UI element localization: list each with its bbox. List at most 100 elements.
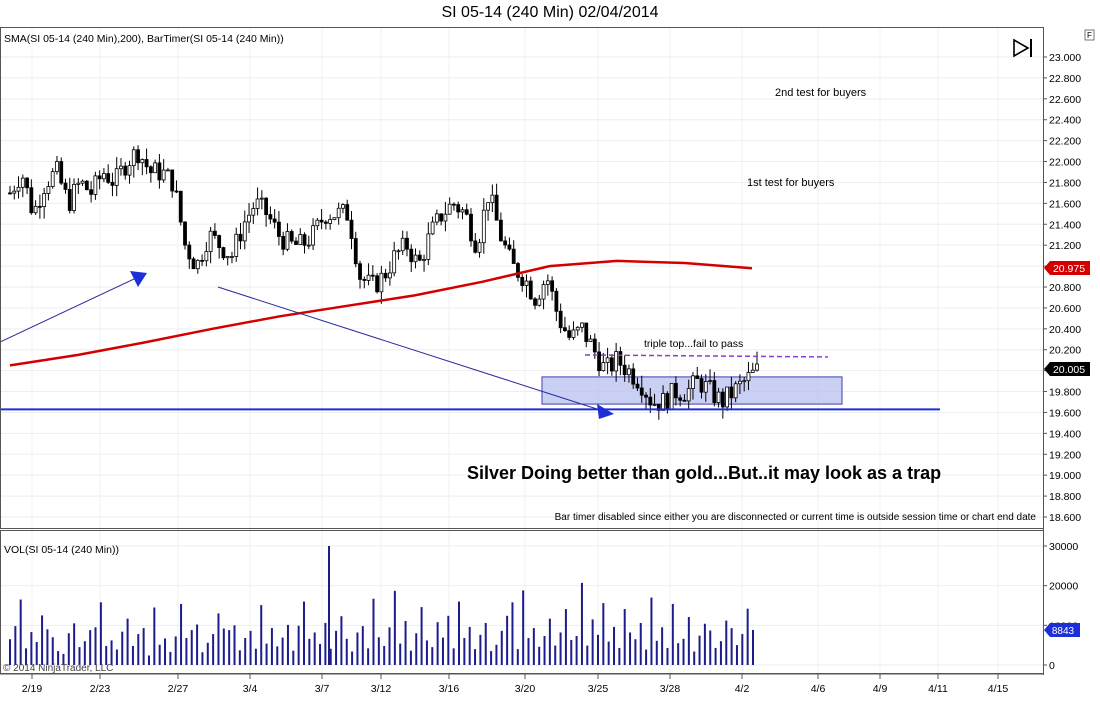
volume-bar (292, 650, 295, 665)
candle-body (302, 234, 307, 246)
volume-bar (51, 637, 54, 665)
time-tick-label: 2/27 (168, 683, 189, 695)
last-price-tag: 20.005 (1044, 362, 1090, 376)
volume-bar (62, 653, 65, 665)
candle-body (639, 387, 644, 396)
candle-body (443, 213, 448, 222)
volume-bar (415, 633, 418, 665)
candle-body (648, 396, 653, 406)
volume-bar (313, 632, 316, 665)
volume-bar (618, 647, 621, 665)
volume-bar (383, 645, 386, 665)
candle-body (507, 244, 512, 250)
candle-body (464, 209, 469, 215)
candle-body (725, 386, 730, 408)
annotation-second-test: 2nd test for buyers (775, 87, 867, 99)
volume-bar (185, 638, 188, 665)
candle-body (750, 369, 755, 373)
candle-body (592, 338, 597, 353)
time-tick-label: 3/12 (371, 683, 392, 695)
candle-body (195, 259, 200, 270)
candle-body (588, 338, 593, 342)
volume-bar (57, 651, 60, 665)
candle-body (29, 187, 34, 214)
volume-bar (356, 632, 359, 665)
candle-body (524, 280, 529, 286)
candle-body (597, 351, 601, 372)
candle-body (618, 351, 623, 366)
candle-body (528, 280, 533, 300)
volume-bar (361, 626, 364, 665)
candle-body (225, 256, 230, 259)
price-tick-label: 19.800 (1049, 387, 1081, 399)
time-tick-label: 4/15 (988, 683, 1009, 695)
volume-bar (666, 647, 669, 665)
volume-bar (254, 648, 257, 665)
candle-body (571, 329, 576, 338)
volume-bar (158, 644, 161, 665)
volume-bar (228, 630, 231, 665)
volume-bar (105, 645, 108, 665)
candle-body (148, 166, 153, 174)
time-tick-label: 2/23 (90, 683, 111, 695)
candle-body (511, 248, 516, 264)
candle-body (358, 263, 362, 280)
volume-panel-frame (0, 530, 1044, 674)
candle-body (315, 219, 320, 227)
volume-bar (329, 648, 332, 665)
candle-body (678, 397, 683, 401)
volume-bar (693, 651, 696, 665)
volume-bar (377, 637, 380, 665)
volume-bar (14, 626, 17, 665)
candle-body (306, 244, 311, 247)
candle-body (469, 213, 473, 242)
candle-body (242, 221, 247, 242)
price-tick-label: 22.800 (1049, 73, 1081, 85)
volume-bar (677, 643, 680, 665)
candle-body (187, 244, 192, 260)
volume-bar (115, 649, 118, 665)
svg-text:20.005: 20.005 (1053, 364, 1085, 376)
candle-body (661, 393, 665, 411)
candle-body (25, 177, 29, 189)
volume-bar (372, 598, 375, 665)
candle-body (341, 204, 345, 209)
volume-bar (249, 630, 252, 665)
price-tick-label: 21.600 (1049, 198, 1081, 210)
play-forward-icon[interactable] (1013, 38, 1032, 58)
volume-bar (725, 620, 728, 665)
candle-body (264, 197, 269, 215)
candle-body (686, 388, 691, 402)
volume-bar (532, 628, 535, 665)
price-tick-label: 23.000 (1049, 52, 1081, 64)
uptrend-arrow-line (0, 278, 135, 343)
time-tick-label: 4/11 (928, 683, 948, 695)
panel-float-icon[interactable]: F (1084, 29, 1095, 41)
candle-body (127, 165, 132, 176)
volume-bar (83, 641, 86, 665)
candle-body (652, 403, 657, 406)
candle-body (84, 180, 89, 191)
volume-bar (516, 649, 519, 665)
candle-body (144, 159, 149, 168)
volume-bar (196, 624, 199, 665)
volume-bar (174, 636, 177, 665)
volume-bar (409, 650, 412, 665)
volume-bar (297, 625, 300, 665)
candle-body (277, 221, 281, 237)
candle-body (72, 183, 76, 211)
chart-title: SI 05-14 (240 Min) 02/04/2014 (441, 4, 659, 21)
volume-bar (580, 582, 583, 665)
candle-body (323, 221, 328, 224)
volume-bar (286, 624, 289, 665)
volume-bar (735, 645, 738, 665)
volume-bar (308, 638, 311, 665)
candle-body (656, 403, 661, 411)
candle-body (695, 375, 700, 379)
time-tick-label: 3/7 (315, 683, 330, 695)
volume-bar (655, 640, 658, 665)
candle-body (80, 180, 85, 184)
candle-body (682, 399, 687, 402)
candle-body (12, 190, 17, 194)
